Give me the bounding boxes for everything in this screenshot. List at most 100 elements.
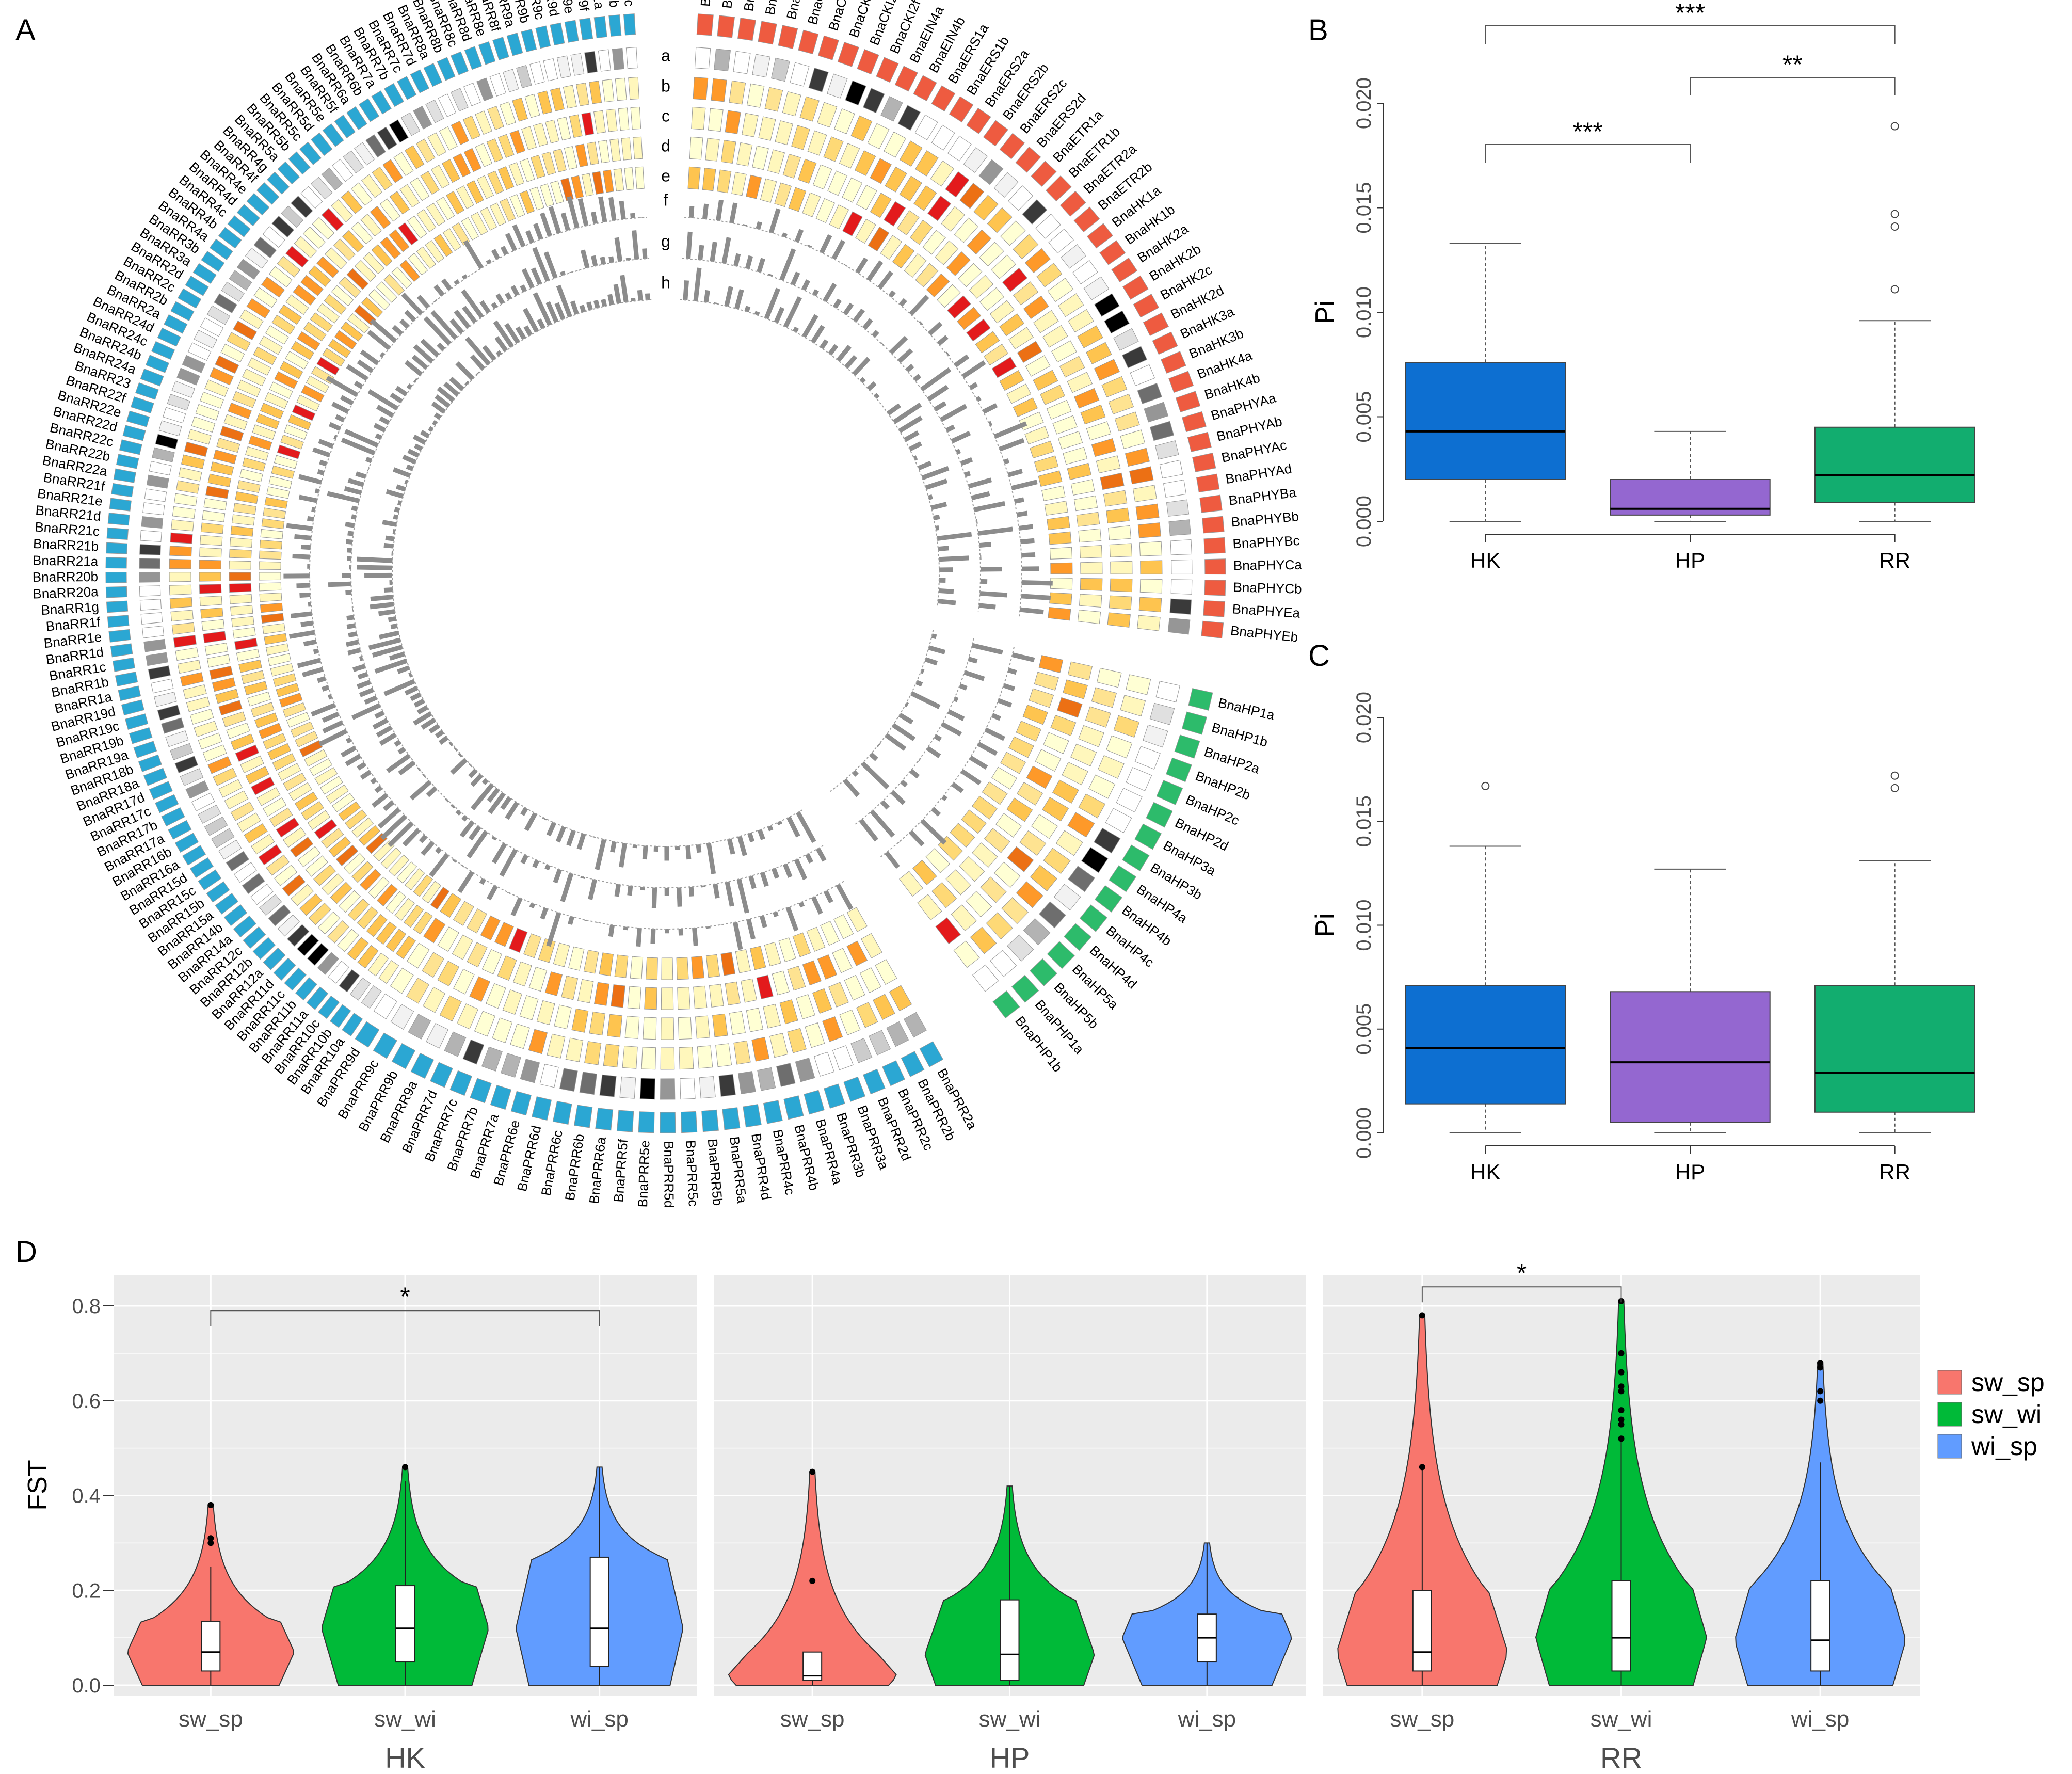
heat-cell-a bbox=[795, 1058, 815, 1082]
heat-cell bbox=[855, 218, 876, 244]
gene-tile bbox=[112, 657, 135, 672]
x-tick-label: sw_wi bbox=[374, 1706, 436, 1732]
heat-cell bbox=[624, 1016, 640, 1039]
heat-cell bbox=[779, 999, 798, 1025]
heat-cell bbox=[970, 926, 997, 954]
heat-cell bbox=[915, 263, 939, 287]
heat-cell bbox=[328, 339, 351, 358]
heat-cell bbox=[253, 346, 277, 365]
gene-tile bbox=[359, 98, 380, 122]
hist-bar bbox=[968, 477, 992, 489]
heat-cell bbox=[259, 582, 282, 592]
gene-tile bbox=[168, 820, 192, 840]
hist-bar bbox=[608, 924, 615, 937]
gene-label: BnaPRR5c bbox=[683, 1140, 701, 1207]
heat-cell bbox=[201, 619, 225, 631]
hist-bar bbox=[734, 289, 744, 310]
heat-cell bbox=[602, 169, 614, 193]
hist-bar bbox=[520, 854, 528, 865]
heat-cell bbox=[1001, 897, 1029, 924]
hist-bar bbox=[537, 318, 545, 330]
hist-bar bbox=[397, 665, 410, 674]
heat-cell bbox=[251, 776, 275, 795]
gene-tile bbox=[233, 915, 256, 938]
heat-cell bbox=[583, 950, 599, 974]
heat-cell bbox=[404, 904, 424, 928]
heat-cell bbox=[742, 113, 759, 137]
heat-cell-a bbox=[146, 474, 169, 489]
hist-bar bbox=[908, 830, 925, 847]
heat-cell bbox=[529, 186, 544, 211]
heat-cell bbox=[317, 912, 341, 935]
y-axis-title: FST bbox=[23, 1460, 53, 1510]
heat-cell bbox=[524, 93, 540, 118]
heat-cell bbox=[202, 510, 226, 522]
heat-cell bbox=[229, 594, 252, 604]
hist-bar bbox=[357, 762, 366, 771]
gene-tile bbox=[616, 1110, 634, 1132]
hist-bar bbox=[955, 449, 961, 455]
heat-cell bbox=[224, 790, 249, 810]
y-tick-label: 0.015 bbox=[1353, 182, 1375, 233]
hist-bar bbox=[322, 711, 340, 723]
heat-cell bbox=[1067, 812, 1095, 838]
gene-tile bbox=[1188, 688, 1213, 711]
heat-cell bbox=[337, 929, 359, 952]
heat-cell bbox=[263, 507, 286, 519]
hist-bar bbox=[928, 322, 943, 335]
hist-bar bbox=[468, 768, 478, 778]
gene-tile bbox=[1199, 494, 1223, 513]
hist-bar bbox=[385, 535, 395, 541]
heat-cell-a bbox=[850, 1037, 873, 1063]
hist-bar bbox=[344, 429, 379, 448]
heat-cell bbox=[1078, 725, 1104, 747]
hist-bar bbox=[961, 360, 986, 379]
heat-cell bbox=[1025, 355, 1051, 377]
heat-cell bbox=[248, 435, 272, 451]
heat-cell-a bbox=[174, 756, 199, 774]
hist-bar bbox=[376, 725, 393, 738]
heat-cell bbox=[413, 874, 433, 897]
heat-cell-a bbox=[808, 67, 829, 92]
hist-bar bbox=[351, 514, 357, 520]
heat-cell bbox=[363, 252, 384, 275]
panel-label-a: A bbox=[15, 13, 36, 47]
heat-cell bbox=[467, 942, 488, 968]
heat-cell-a bbox=[343, 150, 364, 174]
heat-cell-a bbox=[462, 1039, 485, 1065]
hist-bar bbox=[756, 221, 762, 230]
heat-cell bbox=[502, 989, 522, 1015]
gene-tile bbox=[564, 20, 579, 43]
heat-cell bbox=[947, 295, 971, 319]
heat-cell-a bbox=[1048, 228, 1074, 254]
heat-cell bbox=[725, 110, 741, 134]
heat-cell bbox=[1103, 490, 1128, 507]
heat-cell bbox=[300, 801, 325, 821]
hist-bar bbox=[294, 534, 312, 541]
heat-cell bbox=[817, 954, 838, 980]
heat-cell-a bbox=[869, 1030, 891, 1056]
gene-tile bbox=[1031, 161, 1057, 187]
heat-cell bbox=[592, 171, 604, 195]
heat-cell bbox=[244, 681, 268, 696]
hist-baseline bbox=[350, 258, 650, 835]
heat-cell bbox=[258, 723, 282, 739]
hist-bar bbox=[608, 256, 615, 263]
heat-cell bbox=[308, 265, 331, 287]
hist-bar bbox=[938, 546, 950, 552]
gene-tile bbox=[817, 35, 839, 60]
gene-tile bbox=[192, 263, 217, 284]
gene-tile bbox=[843, 1076, 866, 1102]
hist-bar bbox=[409, 780, 432, 801]
heat-cell bbox=[453, 901, 474, 926]
heat-cell bbox=[236, 648, 260, 662]
heat-cell bbox=[614, 954, 629, 978]
x-tick-label: HP bbox=[1675, 1160, 1705, 1184]
gene-tile bbox=[118, 685, 141, 701]
heat-cell bbox=[571, 175, 584, 199]
hist-bar bbox=[801, 279, 811, 291]
hist-bar bbox=[1018, 524, 1034, 531]
hist-bar bbox=[977, 526, 1013, 536]
heat-cell bbox=[406, 942, 430, 969]
gene-tile bbox=[161, 807, 185, 827]
